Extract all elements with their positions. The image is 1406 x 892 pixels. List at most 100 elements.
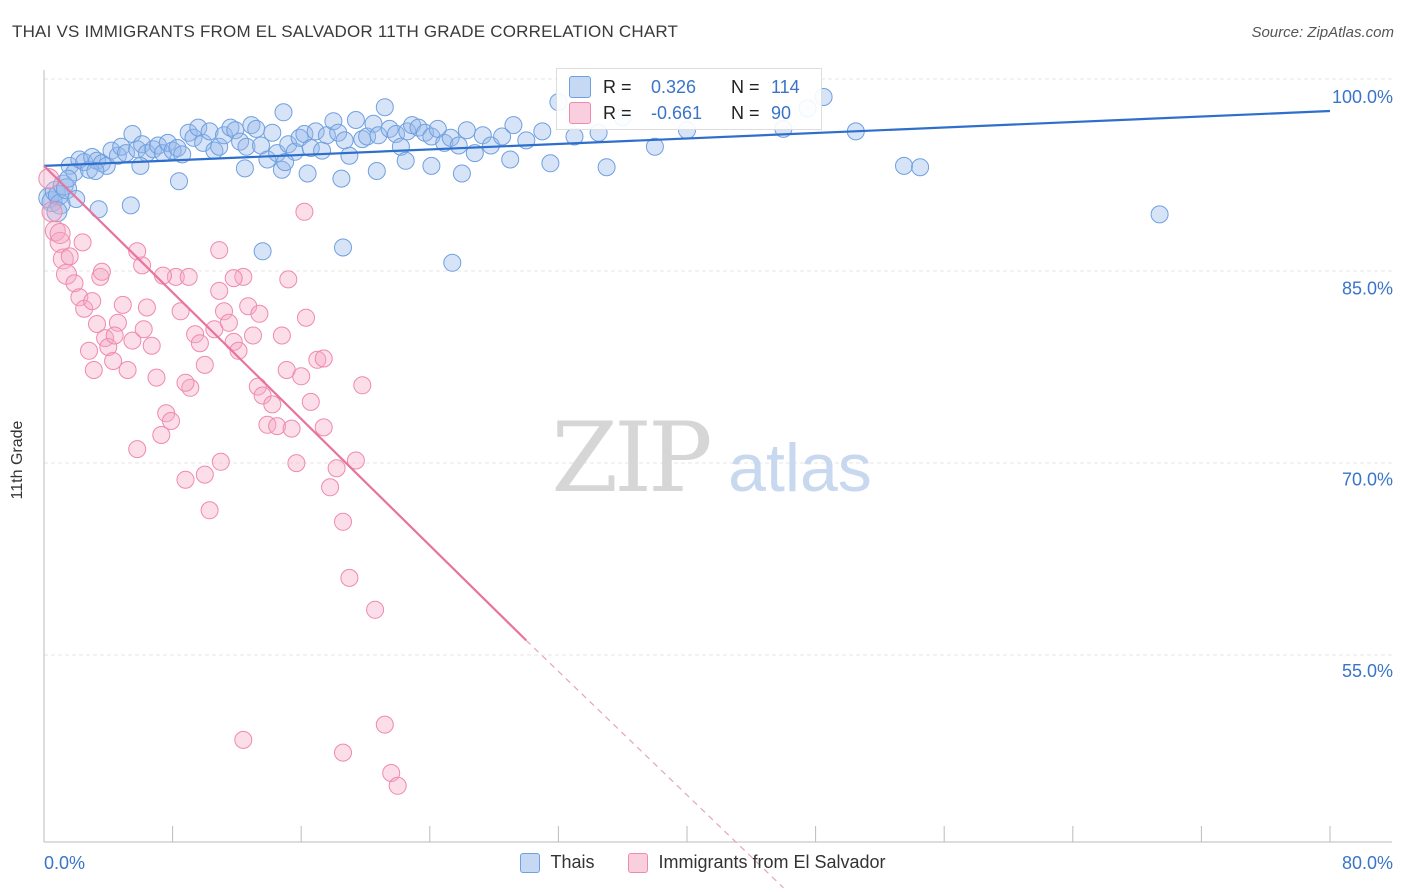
thais-point [422, 156, 441, 175]
salvador-point [92, 262, 111, 281]
salvador-point [263, 395, 282, 414]
r-value: -0.661 [651, 102, 703, 123]
salvador-point [334, 743, 352, 762]
thais-point [86, 162, 105, 180]
salvador-point [340, 568, 359, 587]
salvador-point [334, 512, 352, 531]
salvador-point [279, 270, 298, 289]
salvador-point [210, 281, 229, 300]
thais-point [131, 156, 150, 175]
thais-point [184, 128, 203, 147]
r-value: 0.326 [651, 76, 697, 97]
salvador-trend-extension [525, 639, 784, 889]
thais-point [346, 111, 365, 129]
salvador-point [65, 274, 84, 293]
watermark-atlas: atlas [728, 430, 872, 506]
thais-point [398, 122, 417, 141]
y-tick-label: 55.0% [1342, 661, 1393, 681]
thais-point [210, 137, 229, 156]
thais-point [173, 145, 192, 164]
salvador-point [211, 452, 230, 471]
thais-point [313, 141, 332, 160]
thais-point [179, 123, 198, 142]
salvador-point [375, 715, 394, 734]
salvador-point [49, 231, 71, 253]
salvador-point [234, 730, 253, 749]
source-note: Source: ZipAtlas.com [1251, 24, 1394, 41]
salvador-point [99, 338, 118, 356]
salvador-point [176, 470, 195, 489]
watermark-zip: ZIP [551, 402, 710, 514]
salvador-trend-line [43, 165, 528, 642]
thais-point [170, 172, 188, 191]
thais-point [253, 242, 272, 261]
thais-point [121, 196, 140, 215]
thais-point [279, 135, 298, 154]
thais-point [59, 169, 78, 188]
salvador-point [282, 419, 301, 438]
y-tick-label: 100.0% [1332, 87, 1393, 107]
axes [43, 70, 1392, 843]
salvador-point [195, 465, 214, 484]
thais-point [263, 123, 282, 142]
thais-point [457, 121, 476, 140]
thais-point [112, 137, 131, 156]
salvador-point [84, 361, 103, 379]
y-tick-label: 85.0% [1342, 278, 1393, 298]
salvador-point [142, 336, 161, 355]
thais-point [329, 123, 348, 142]
thais-point [235, 159, 254, 178]
salvador-point [41, 201, 63, 223]
stats-row-thais: R = 0.326 N = 114 [569, 74, 800, 100]
tick-labels: 55.0% 70.0% 85.0% 100.0% 0.0% 80.0% [44, 87, 1393, 873]
salvador-point [80, 341, 98, 360]
thais-point [465, 144, 484, 163]
salvador-point [219, 313, 238, 332]
thais-point [46, 201, 68, 223]
salvador-point [248, 377, 267, 396]
thais-point [332, 169, 351, 188]
legend-item-thais: Thais [520, 852, 594, 873]
legend-label-thais: Thais [550, 852, 595, 872]
salvador-point [137, 298, 156, 317]
salvador-point [186, 325, 205, 344]
salvador-point [292, 367, 311, 386]
salvador-point [133, 256, 152, 275]
thais-point [247, 119, 266, 138]
r-label: R = [603, 102, 632, 123]
salvador-point [258, 415, 277, 434]
salvador-point [60, 247, 79, 266]
salvador-point [83, 292, 102, 311]
salvador-point [128, 242, 147, 261]
salvador-point [295, 202, 314, 221]
salvador-point [224, 332, 243, 351]
thais-point [375, 98, 394, 117]
thais-point [452, 164, 471, 183]
thais-point [298, 164, 317, 183]
thais-point [541, 154, 560, 173]
n-label: N = [731, 76, 760, 97]
thais-point [221, 118, 240, 137]
thais-point [645, 137, 664, 156]
n-value: 90 [771, 102, 792, 123]
salvador-point [268, 417, 287, 436]
salvador-point [308, 350, 327, 369]
thais-point [493, 127, 512, 146]
salvador-point [321, 478, 340, 497]
thais-point [163, 141, 182, 160]
watermark: ZIP atlas [551, 402, 871, 514]
salvador-point [210, 241, 229, 260]
legend-swatch-thais [520, 852, 541, 873]
salvador-point [250, 304, 269, 323]
stats-row-salvador: R = -0.661 N = 90 [569, 100, 791, 126]
thais-point [276, 153, 295, 172]
salvador-point [388, 776, 407, 795]
thais-point [443, 253, 462, 272]
salvador-point [104, 352, 123, 370]
thais-point [274, 103, 293, 122]
salvador-point [123, 331, 142, 350]
thais-point [324, 112, 343, 131]
thais-point [340, 146, 359, 165]
salvador-point [229, 341, 248, 360]
salvador-point [200, 501, 219, 520]
